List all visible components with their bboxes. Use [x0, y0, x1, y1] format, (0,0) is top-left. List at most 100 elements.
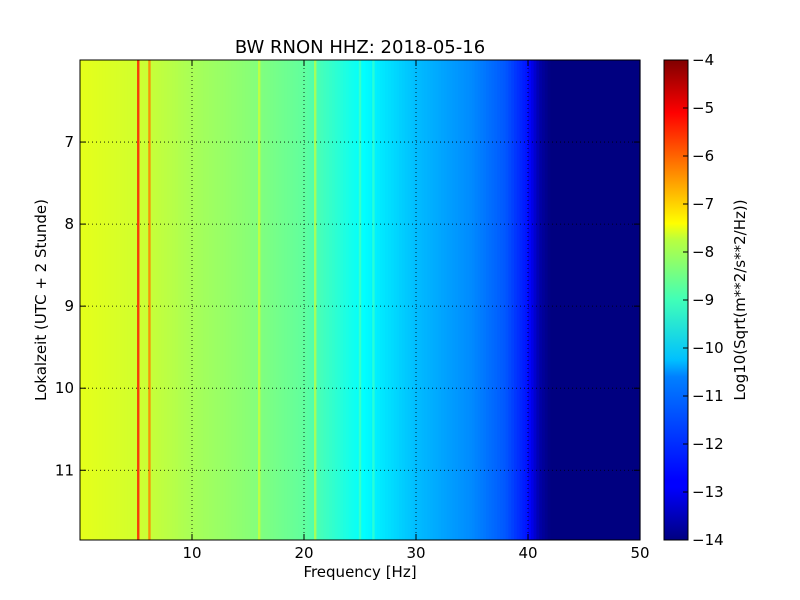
- heatmap-column: [634, 60, 638, 540]
- heatmap-column: [186, 60, 190, 540]
- heatmap-column: [508, 60, 512, 540]
- heatmap-column: [108, 60, 112, 540]
- heatmap-column: [626, 60, 630, 540]
- heatmap-column: [172, 60, 176, 540]
- heatmap-column: [194, 60, 199, 540]
- heatmap-column: [500, 60, 504, 540]
- x-tick-label: 10: [182, 544, 201, 562]
- heatmap-column: [80, 60, 84, 540]
- heatmap-column: [402, 60, 406, 540]
- heatmap-column: [376, 60, 381, 540]
- heatmap-column: [85, 60, 89, 540]
- heatmap-column: [570, 60, 574, 540]
- heatmap-column: [124, 60, 129, 540]
- heatmap-column: [533, 60, 537, 540]
- colorbar-tick-label: −14: [692, 531, 724, 549]
- heatmap-column: [287, 60, 291, 540]
- heatmap-column: [242, 60, 246, 540]
- heatmap-column: [306, 60, 311, 540]
- heatmap-column: [550, 60, 554, 540]
- heatmap-column: [138, 60, 143, 540]
- heatmap-column: [270, 60, 274, 540]
- spectral-line: [372, 60, 375, 540]
- heatmap-column: [480, 60, 484, 540]
- spectral-line: [314, 60, 317, 540]
- heatmap-column: [438, 60, 442, 540]
- heatmap-column: [150, 60, 154, 540]
- y-tick-label: 7: [64, 133, 74, 151]
- heatmap-column: [435, 60, 439, 540]
- heatmap-column: [374, 60, 378, 540]
- heatmap-column: [477, 60, 481, 540]
- heatmap-column: [130, 60, 134, 540]
- heatmap-column: [326, 60, 330, 540]
- heatmap-column: [332, 60, 336, 540]
- colorbar-tick-label: −4: [692, 51, 714, 69]
- heatmap-column: [519, 60, 523, 540]
- heatmap-column: [553, 60, 557, 540]
- heatmap-column: [329, 60, 333, 540]
- heatmap-column: [88, 60, 92, 540]
- heatmap-column: [127, 60, 131, 540]
- heatmap-column: [444, 60, 448, 540]
- heatmap-column: [298, 60, 302, 540]
- spectral-line: [137, 60, 140, 540]
- colorbar-tick-label: −6: [692, 147, 714, 165]
- heatmap-column: [102, 60, 106, 540]
- heatmap-column: [225, 60, 229, 540]
- x-tick-label: 20: [294, 544, 313, 562]
- heatmap-column: [413, 60, 417, 540]
- heatmap-column: [424, 60, 428, 540]
- heatmap-column: [595, 60, 599, 540]
- heatmap-column: [522, 60, 526, 540]
- colorbar-tick-label: −11: [692, 387, 724, 405]
- heatmap-column: [586, 60, 591, 540]
- heatmap-column: [250, 60, 255, 540]
- colorbar-ticks: −4 −5 −6 −7 −8 −9 −10 −11 −12 −13 −14: [683, 51, 724, 549]
- x-tick-label: 50: [630, 544, 649, 562]
- heatmap-column: [290, 60, 294, 540]
- heatmap-column: [530, 60, 535, 540]
- heatmap-column: [598, 60, 602, 540]
- heatmap-column: [214, 60, 218, 540]
- y-axis: 7 8 9 10 11: [55, 133, 640, 479]
- heatmap-column: [354, 60, 358, 540]
- y-tick-label: 8: [64, 215, 74, 233]
- heatmap-column: [166, 60, 171, 540]
- heatmap-column: [284, 60, 288, 540]
- heatmap-column: [631, 60, 635, 540]
- heatmap-column: [189, 60, 193, 540]
- heatmap-column: [469, 60, 473, 540]
- heatmap-column: [536, 60, 540, 540]
- heatmap-column: [612, 60, 616, 540]
- heatmap-column: [390, 60, 395, 540]
- colorbar-tick-label: −12: [692, 435, 724, 453]
- heatmap-column: [248, 60, 252, 540]
- heatmap-column: [346, 60, 350, 540]
- heatmap-column: [427, 60, 431, 540]
- y-tick-label: 11: [55, 461, 74, 479]
- heatmap-column: [360, 60, 364, 540]
- heatmap-column: [276, 60, 280, 540]
- heatmap-column: [455, 60, 459, 540]
- heatmap-column: [200, 60, 204, 540]
- heatmap-column: [614, 60, 619, 540]
- heatmap-column: [183, 60, 187, 540]
- heatmap-column: [141, 60, 145, 540]
- heatmap-column: [169, 60, 173, 540]
- heatmap-column: [245, 60, 249, 540]
- heatmap-column: [609, 60, 613, 540]
- heatmap-column: [259, 60, 263, 540]
- heatmap-column: [514, 60, 518, 540]
- heatmap-column: [547, 60, 551, 540]
- heatmap-column: [211, 60, 215, 540]
- heatmap-column: [262, 60, 266, 540]
- plot-area: [79, 59, 641, 541]
- heatmap-column: [236, 60, 241, 540]
- y-tick-label: 10: [55, 379, 74, 397]
- heatmap-column: [486, 60, 490, 540]
- heatmap-column: [231, 60, 235, 540]
- heatmap-column: [281, 60, 285, 540]
- heatmap-column: [323, 60, 327, 540]
- heatmap-column: [525, 60, 529, 540]
